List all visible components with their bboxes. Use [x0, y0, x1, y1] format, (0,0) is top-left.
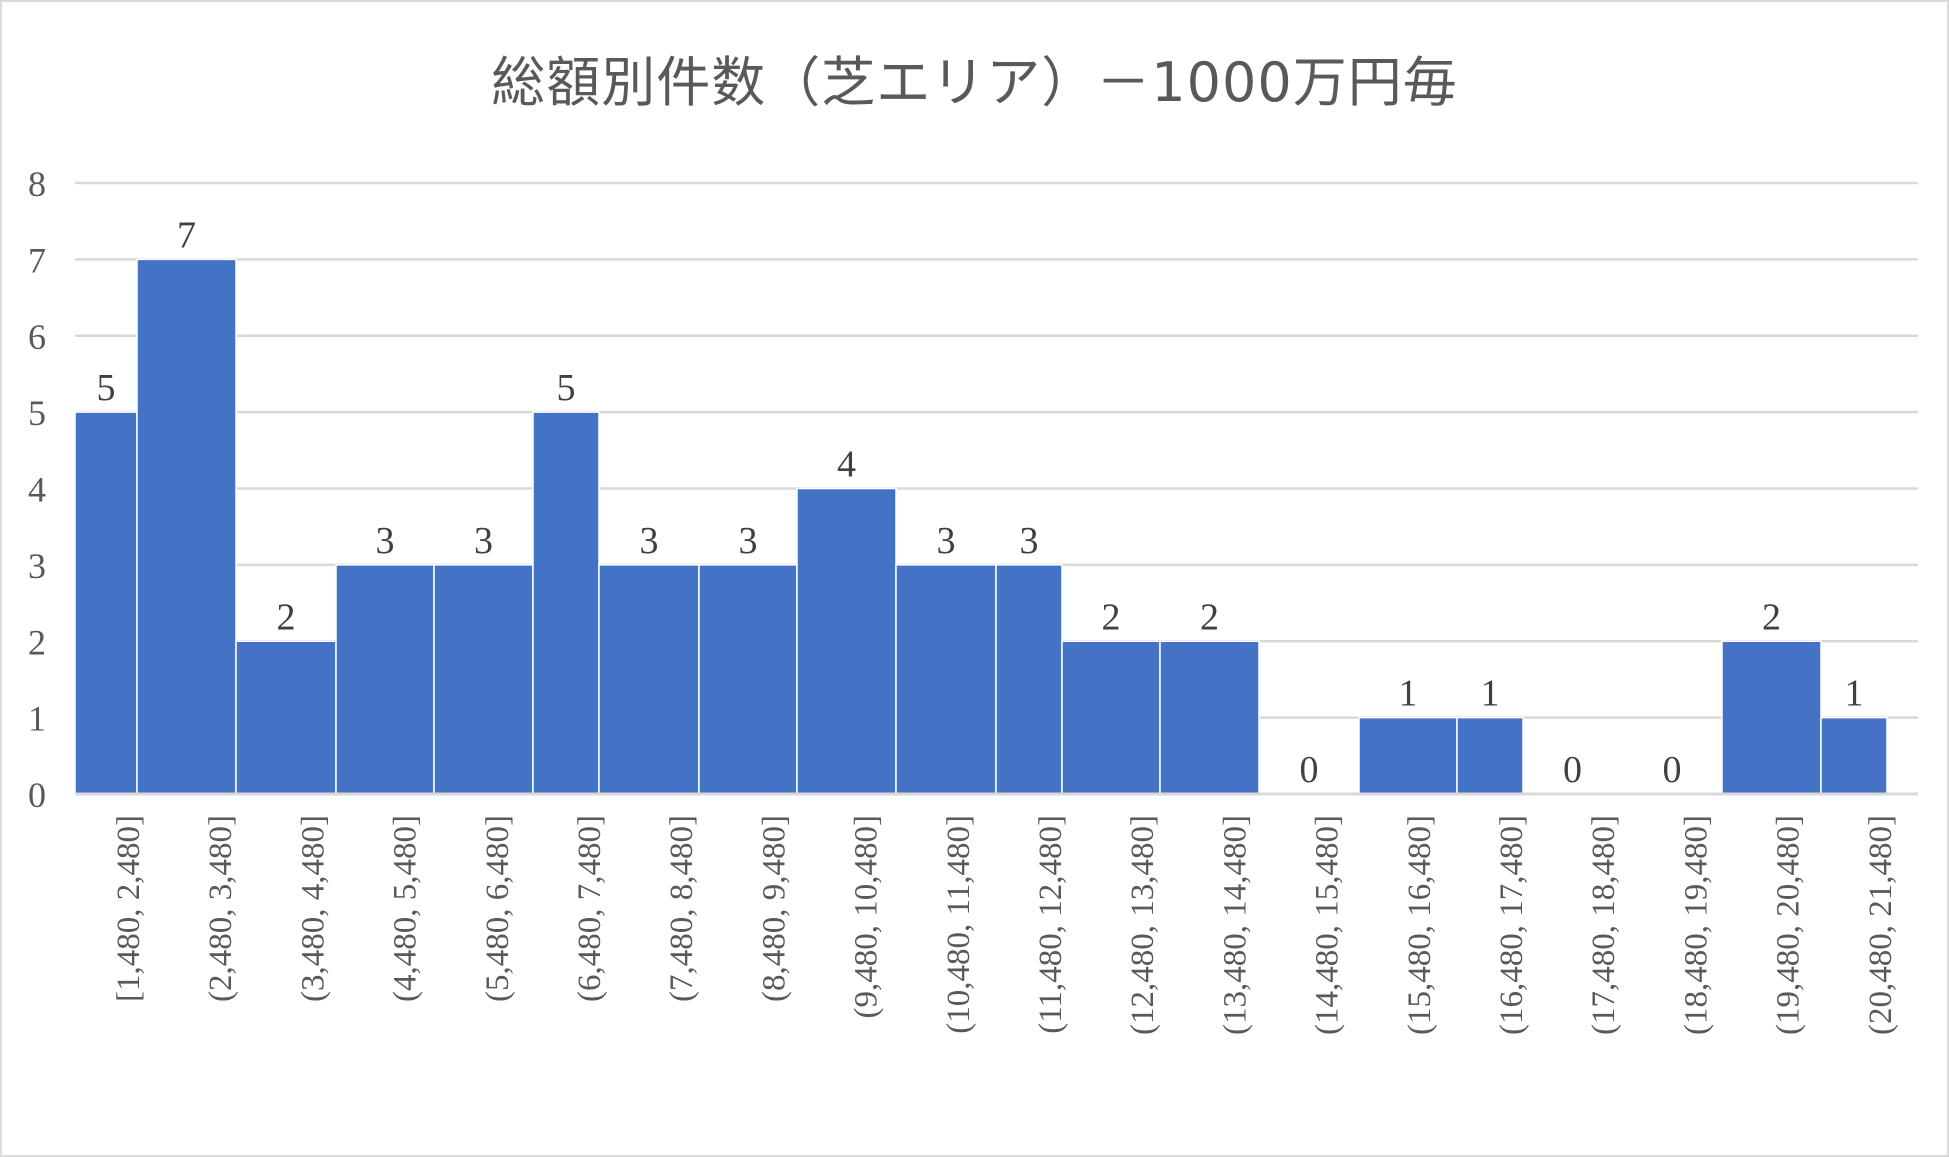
data-label: 0	[1563, 749, 1582, 791]
x-tick-label: (8,480, 9,480]	[756, 815, 792, 1002]
x-tick-label: [1,480, 2,480]	[111, 815, 147, 1002]
x-tick-label: (3,480, 4,480]	[295, 815, 331, 1002]
bar	[995, 564, 1063, 795]
bar	[1159, 640, 1260, 795]
x-tick-label: (13,480, 14,480]	[1217, 815, 1253, 1035]
chart-title: 総額別件数（芝エリア）－1000万円毎	[491, 51, 1458, 114]
x-tick-label: (19,480, 20,480]	[1771, 815, 1807, 1035]
bar	[235, 640, 337, 795]
data-label: 3	[474, 520, 493, 562]
y-tick-label: 6	[28, 317, 46, 357]
data-label: 3	[739, 520, 758, 562]
bar	[1820, 716, 1888, 795]
y-tick-label: 0	[28, 775, 46, 815]
x-tick-label: (4,480, 5,480]	[388, 815, 424, 1002]
y-tick-label: 1	[28, 699, 46, 739]
bar	[1456, 716, 1524, 795]
x-tick-label: (12,480, 13,480]	[1125, 815, 1161, 1035]
data-label: 1	[1845, 673, 1864, 715]
bar	[74, 411, 138, 795]
data-label: 1	[1481, 673, 1500, 715]
x-tick-label: (11,480, 12,480]	[1033, 815, 1069, 1034]
data-label: 3	[376, 520, 395, 562]
data-label: 3	[1020, 520, 1039, 562]
x-tick-label: (9,480, 10,480]	[849, 815, 885, 1018]
bar	[796, 487, 897, 795]
bar	[335, 564, 435, 795]
x-tick-label: (7,480, 8,480]	[664, 815, 700, 1002]
data-label: 2	[277, 596, 296, 638]
x-tick-label: (6,480, 7,480]	[572, 815, 608, 1002]
bar	[1721, 640, 1822, 795]
x-tick-label: (16,480, 17,480]	[1494, 815, 1530, 1035]
data-label: 4	[837, 444, 856, 486]
bar	[1358, 716, 1458, 795]
data-label: 7	[177, 214, 196, 256]
data-label: 1	[1399, 673, 1418, 715]
data-label: 2	[1200, 596, 1219, 638]
data-label: 3	[640, 520, 659, 562]
y-tick-label: 5	[28, 393, 46, 433]
x-tick-label: (14,480, 15,480]	[1310, 815, 1346, 1035]
bar	[433, 564, 534, 795]
x-tick-label: (20,480, 21,480]	[1863, 815, 1899, 1035]
y-tick-label: 3	[28, 546, 46, 586]
y-tick-label: 2	[28, 622, 46, 662]
x-tick-label: (17,480, 18,480]	[1586, 815, 1622, 1035]
data-label: 0	[1300, 749, 1319, 791]
y-tick-label: 4	[28, 470, 46, 510]
bar	[895, 564, 997, 795]
x-tick-label: (15,480, 16,480]	[1402, 815, 1438, 1035]
data-label: 3	[937, 520, 956, 562]
bar	[698, 564, 798, 795]
bar	[136, 258, 237, 795]
x-tick-label: (10,480, 11,480]	[941, 815, 977, 1034]
bar	[532, 411, 600, 795]
y-tick-label: 8	[28, 164, 46, 204]
x-tick-label: (2,480, 3,480]	[203, 815, 239, 1002]
data-label: 5	[97, 367, 116, 409]
data-label: 0	[1663, 749, 1682, 791]
x-tick-label: (5,480, 6,480]	[480, 815, 516, 1002]
data-label: 2	[1762, 596, 1781, 638]
data-label: 5	[557, 367, 576, 409]
bar	[598, 564, 700, 795]
data-label: 2	[1102, 596, 1121, 638]
y-tick-label: 7	[28, 240, 46, 280]
x-tick-label: (18,480, 19,480]	[1678, 815, 1714, 1035]
bar	[1061, 640, 1161, 795]
